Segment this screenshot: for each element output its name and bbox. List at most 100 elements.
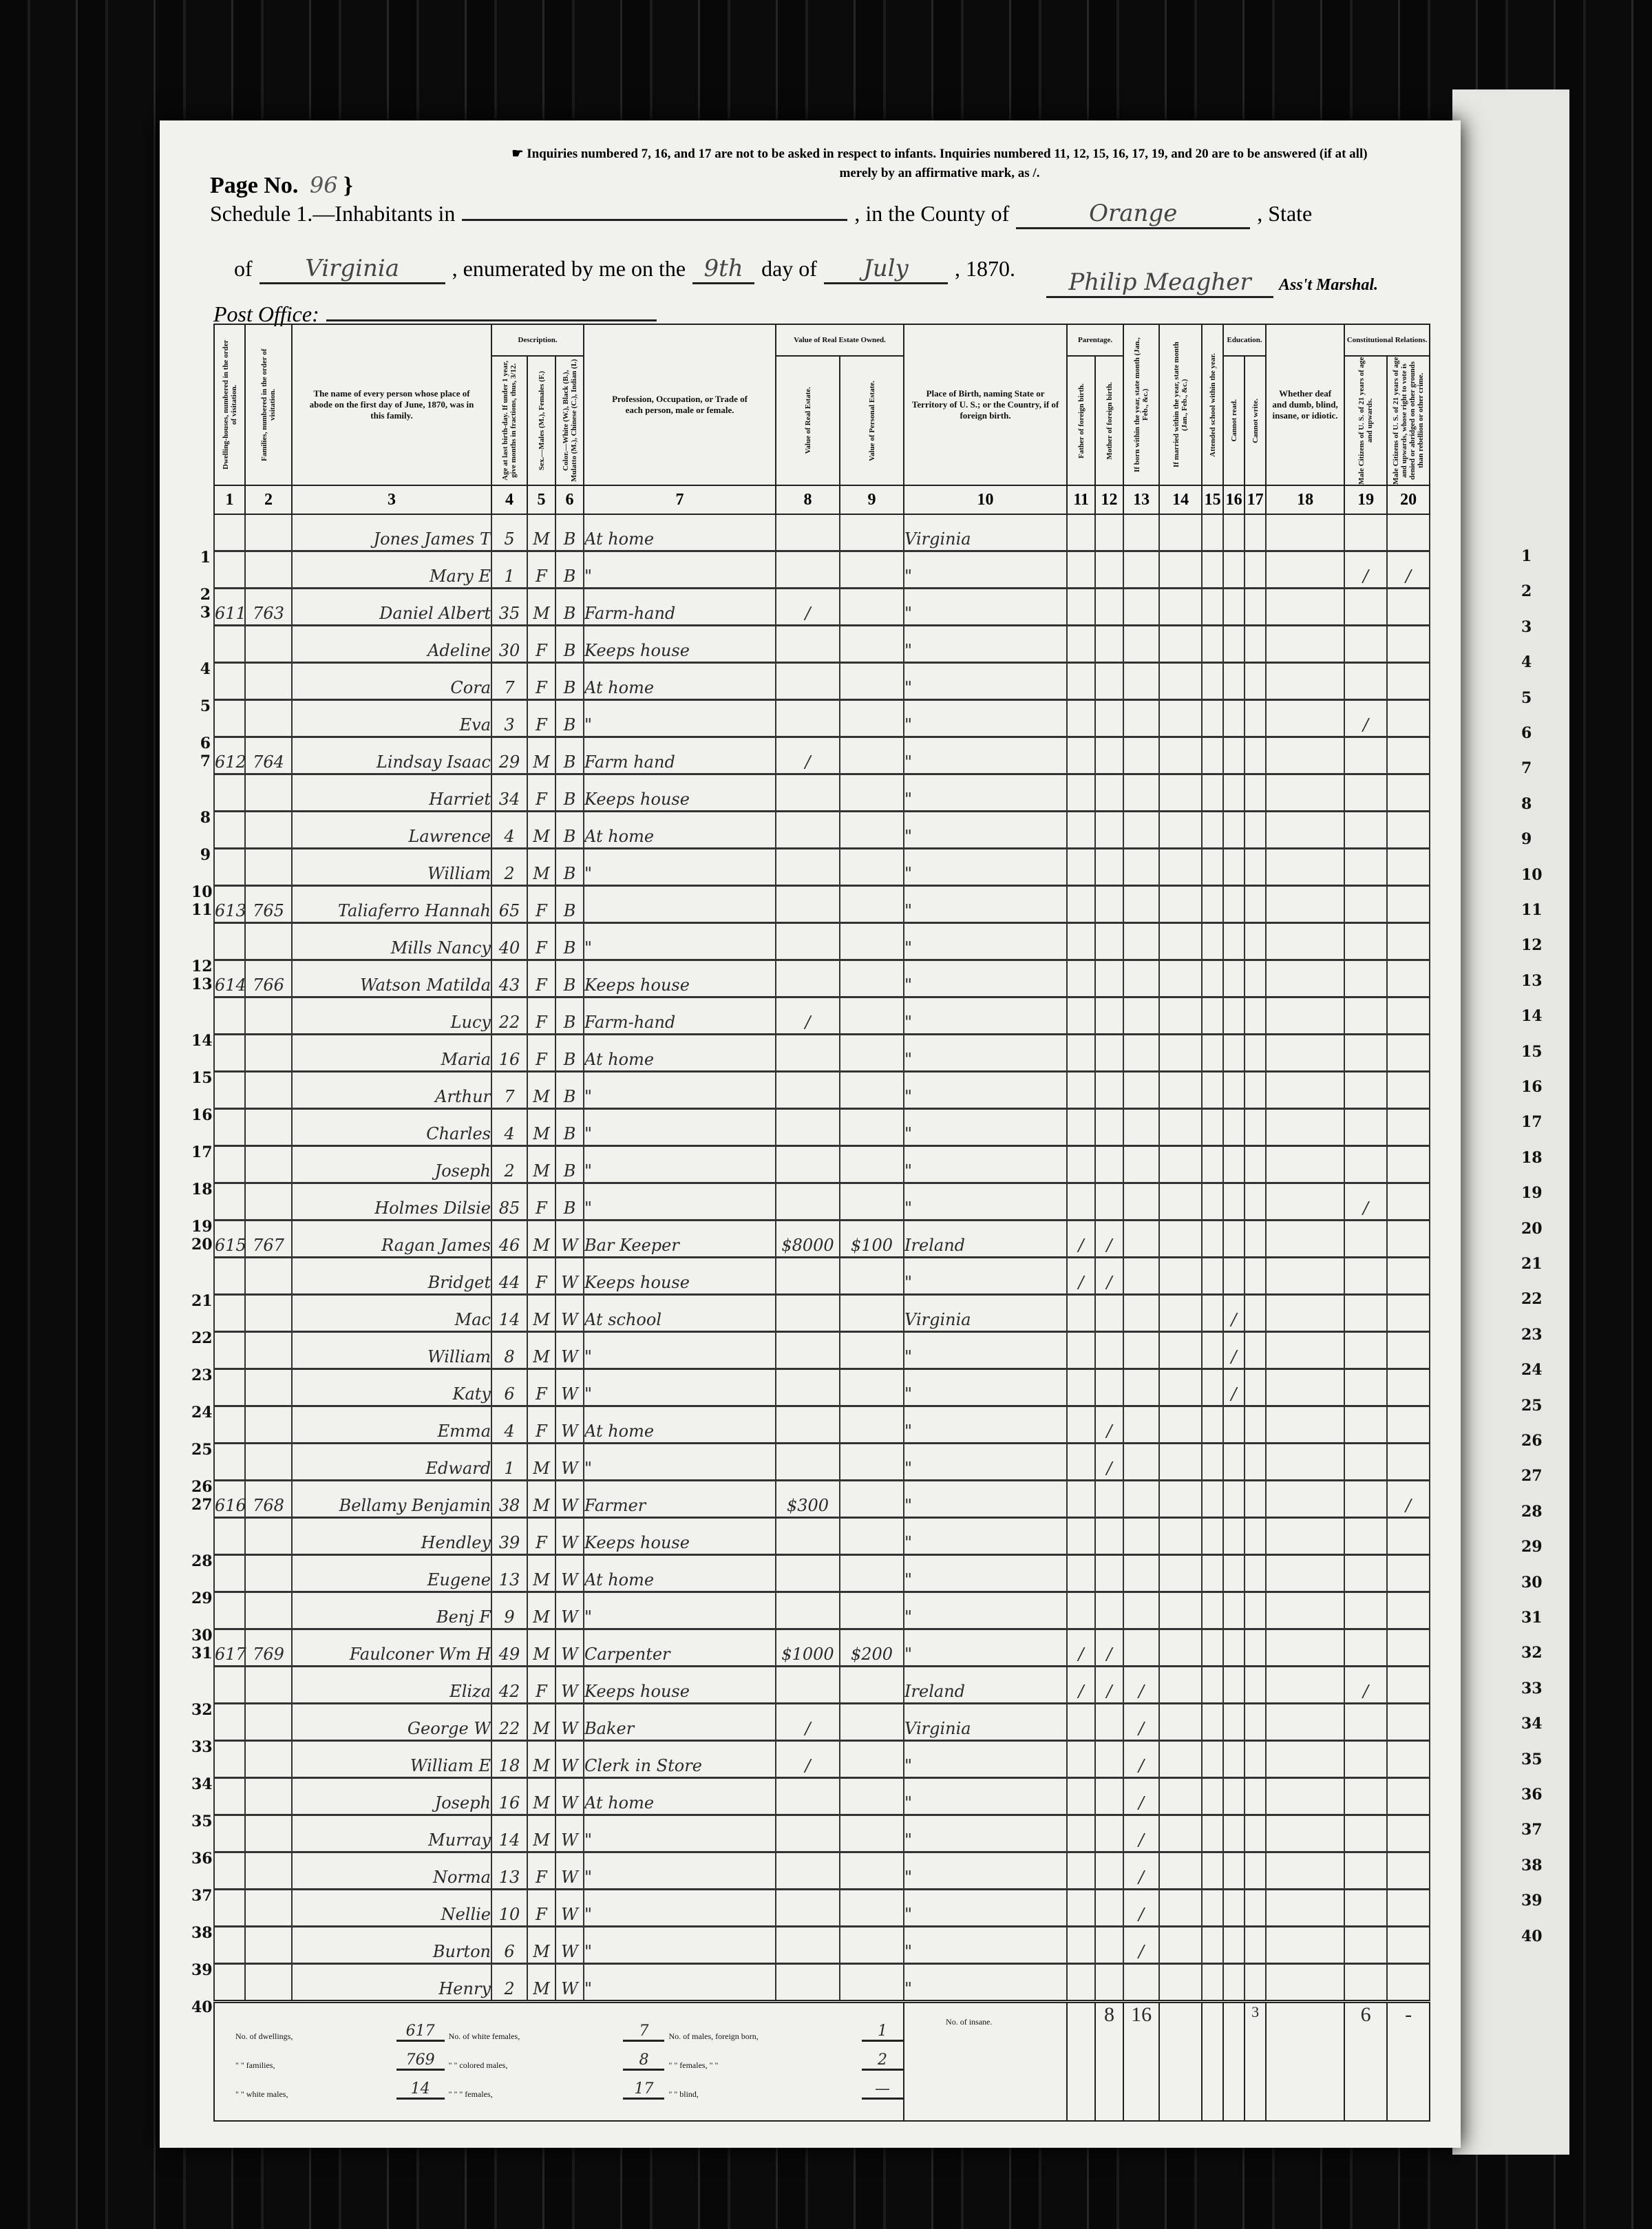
cell-col-17 [1244, 1815, 1267, 1853]
cell-m13 [1123, 1517, 1161, 1556]
cell-name: Watson Matilda [291, 960, 492, 998]
cell-m11 [1066, 551, 1097, 589]
cell-dwelling: 20 615 [191, 1220, 246, 1258]
cell-family [244, 1145, 293, 1184]
cell-name: Bellamy Benjamin [291, 1480, 492, 1519]
cell-m12 [1094, 1740, 1125, 1779]
census-row: 12 Mills Nancy 40 F B " " [191, 922, 1431, 975]
cell-m13 [1123, 1592, 1161, 1630]
cell-birthplace: " [903, 1034, 1068, 1073]
cell-m13 [1123, 588, 1161, 626]
cell-birthplace: " [903, 699, 1068, 738]
post-office-label: Post Office: [213, 302, 319, 326]
cell-m12 [1094, 922, 1125, 961]
cell-m16 [1222, 1145, 1246, 1184]
cell-age: 44 [491, 1257, 528, 1296]
cell-col-14 [1158, 922, 1203, 961]
cell-dwelling: 13 614 [191, 960, 246, 998]
cell-name: Joseph [291, 1777, 492, 1816]
cell-col-15 [1201, 1034, 1225, 1073]
cell-col-14 [1158, 1406, 1203, 1444]
cell-sex: M [527, 1294, 556, 1333]
cell-m19 [1344, 1777, 1388, 1816]
cell-m12 [1094, 699, 1125, 738]
cell-m13 [1123, 922, 1161, 961]
cell-color: W [554, 1443, 585, 1481]
cell-m19: / [1344, 1666, 1388, 1704]
cell-m13 [1123, 1963, 1161, 2003]
post-office-line: Post Office: [213, 302, 657, 327]
total-col-16 [1222, 2000, 1246, 2122]
value-group-header: Value of Real Estate Owned. [775, 324, 905, 357]
cell-m20 [1386, 1740, 1431, 1779]
cell-family: 765 [244, 885, 293, 924]
cell-m11 [1066, 1703, 1097, 1742]
cell-m13 [1123, 997, 1161, 1035]
cell-m20 [1386, 997, 1431, 1035]
cell-age: 43 [491, 960, 528, 998]
cell-sex: F [527, 1406, 556, 1444]
cell-m13 [1123, 960, 1161, 998]
cell-m13 [1123, 1294, 1161, 1333]
census-row: 11 613 765 Taliaferro Hannah 65 F B " [191, 885, 1431, 924]
cell-age: 9 [491, 1592, 528, 1630]
cell-col-15 [1201, 1369, 1225, 1407]
line-number: 30 [191, 1627, 213, 1645]
white-females-label: No. of white females, [448, 2031, 520, 2041]
cell-m11 [1066, 1183, 1097, 1221]
cell-m11 [1066, 1331, 1097, 1370]
cell-real: $300 [775, 1480, 841, 1519]
cell-personal: $100 [839, 1220, 905, 1258]
cell-birthplace: " [903, 1108, 1068, 1147]
cell-col-18 [1265, 922, 1346, 961]
column-number-16: 16 [1222, 485, 1246, 515]
cell-sex: M [527, 1703, 556, 1742]
cell-color: W [554, 1852, 585, 1890]
cell-dwelling: 8 [200, 774, 246, 827]
cell-personal [839, 885, 905, 924]
cell-name: Lucy [291, 997, 492, 1035]
adjacent-line-number: 34 [1521, 1715, 1543, 1733]
cell-birthplace: Virginia [903, 1294, 1068, 1333]
cell-occupation: At home [583, 1777, 777, 1816]
cell-dwelling: 24 [191, 1369, 246, 1422]
cell-col-14 [1158, 1034, 1203, 1073]
cell-m16 [1222, 737, 1246, 775]
cell-age: 30 [491, 625, 528, 664]
line-number: 21 [191, 1292, 213, 1310]
column-number-6: 6 [554, 485, 585, 515]
cell-m20 [1386, 1108, 1431, 1147]
cell-col-18 [1265, 1926, 1346, 1965]
line-number: 5 [200, 697, 211, 715]
cell-m16 [1222, 774, 1246, 812]
cell-birthplace: " [903, 1183, 1068, 1221]
cell-col-18 [1265, 997, 1346, 1035]
cell-col-18 [1265, 811, 1346, 849]
cell-m16 [1222, 514, 1246, 552]
census-row: 32 Eliza 42 F W Keeps house Ireland / / / / [191, 1666, 1431, 1719]
column-number-5: 5 [527, 485, 556, 515]
cell-real [775, 1257, 841, 1296]
cell-occupation: Keeps house [583, 1666, 777, 1704]
adjacent-line-number: 22 [1521, 1290, 1543, 1309]
cell-m19 [1344, 514, 1388, 552]
cell-personal [839, 922, 905, 961]
cell-m11 [1066, 1852, 1097, 1890]
cell-name: Emma [291, 1406, 492, 1444]
cell-m12 [1094, 1034, 1125, 1073]
cell-col-14 [1158, 811, 1203, 849]
foreign-males-count: 1 [862, 2022, 903, 2042]
cell-age: 1 [491, 1443, 528, 1481]
cell-name: Mac [291, 1294, 492, 1333]
cell-col-17 [1244, 997, 1267, 1035]
adjacent-line-number: 19 [1521, 1184, 1543, 1203]
cell-m19 [1344, 1554, 1388, 1593]
adjacent-line-number: 24 [1521, 1361, 1543, 1380]
cell-name: Bridget [291, 1257, 492, 1296]
cell-color: B [554, 625, 585, 664]
cell-col-14 [1158, 588, 1203, 626]
cell-name: Eliza [291, 1666, 492, 1704]
cell-occupation: " [583, 1815, 777, 1853]
cell-personal [839, 1145, 905, 1184]
cell-real [775, 1889, 841, 1927]
